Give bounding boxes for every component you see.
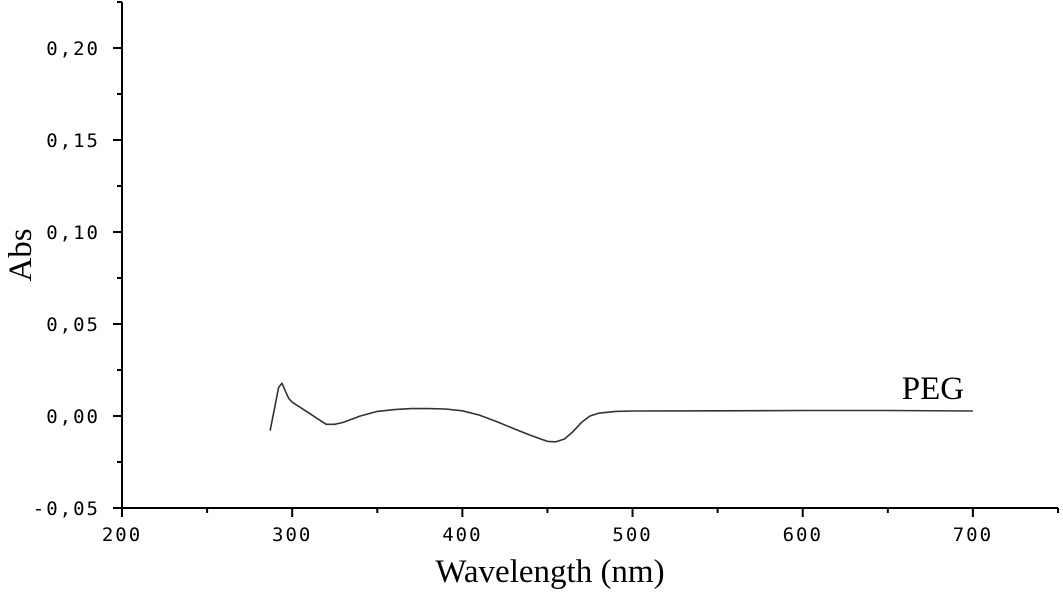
y-axis-title: Abs <box>3 228 39 281</box>
x-tick-label: 700 <box>953 524 993 546</box>
y-axis-ticks: -0,05 0,00 0,05 0,10 0,15 0,20 <box>33 1 122 520</box>
x-tick-label: 400 <box>442 524 482 546</box>
x-tick-label: 500 <box>612 524 652 546</box>
y-tick-label: 0,10 <box>46 222 100 244</box>
y-tick-label: 0,00 <box>46 406 100 428</box>
y-tick-label: 0,15 <box>46 130 100 152</box>
y-tick-label: 0,05 <box>46 314 100 336</box>
series-line <box>269 382 973 443</box>
x-axis-title: Wavelength (nm) <box>435 554 664 590</box>
x-axis-ticks: 200 300 400 500 600 700 <box>102 508 1059 546</box>
series-label-peg: PEG <box>902 371 964 407</box>
x-tick-label: 300 <box>272 524 312 546</box>
x-tick-label: 200 <box>102 524 142 546</box>
x-tick-label: 600 <box>783 524 823 546</box>
y-tick-label: -0,05 <box>33 498 100 520</box>
axes <box>121 2 1058 509</box>
y-tick-label: 0,20 <box>46 38 100 60</box>
series-group <box>269 382 973 443</box>
